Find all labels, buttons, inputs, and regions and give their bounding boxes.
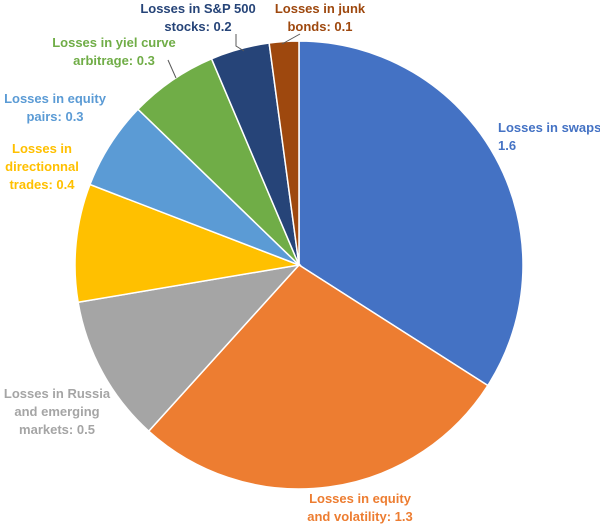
- pie-slice-3: [77, 263, 302, 433]
- slice-label-8: Losses in junk bonds: 0.1: [275, 1, 366, 34]
- pie-slice-4: [74, 183, 302, 304]
- leader-line-7: [235, 34, 245, 52]
- leader-line-8: [281, 33, 301, 45]
- pie-slice-2: [147, 264, 489, 490]
- slice-label-2: Losses in equity and volatility: 1.3: [307, 491, 412, 524]
- slice-label-6: Losses in yiel curve arbitrage: 0.3: [52, 35, 176, 68]
- slice-labels: Losses in swaps: 1.6 Losses in equity and v…: [4, 1, 600, 524]
- slice-label-5: Losses in equity pairs: 0.3: [4, 91, 107, 124]
- leader-lines: [167, 33, 301, 79]
- pie-slice-8: [268, 40, 300, 266]
- slice-label-3: Losses in Russia and emerging markets: 0.5: [4, 386, 111, 437]
- slice-label-7: Losses in S&P 500 stocks: 0.2: [140, 1, 255, 34]
- slice-label-4: Losses in directionnal trades: 0.4: [5, 141, 79, 192]
- pie-slice-1: [298, 40, 524, 387]
- slice-label-1: Losses in swaps: 1.6: [498, 120, 600, 153]
- pie-slices: [74, 40, 524, 490]
- leader-line-6: [167, 59, 177, 79]
